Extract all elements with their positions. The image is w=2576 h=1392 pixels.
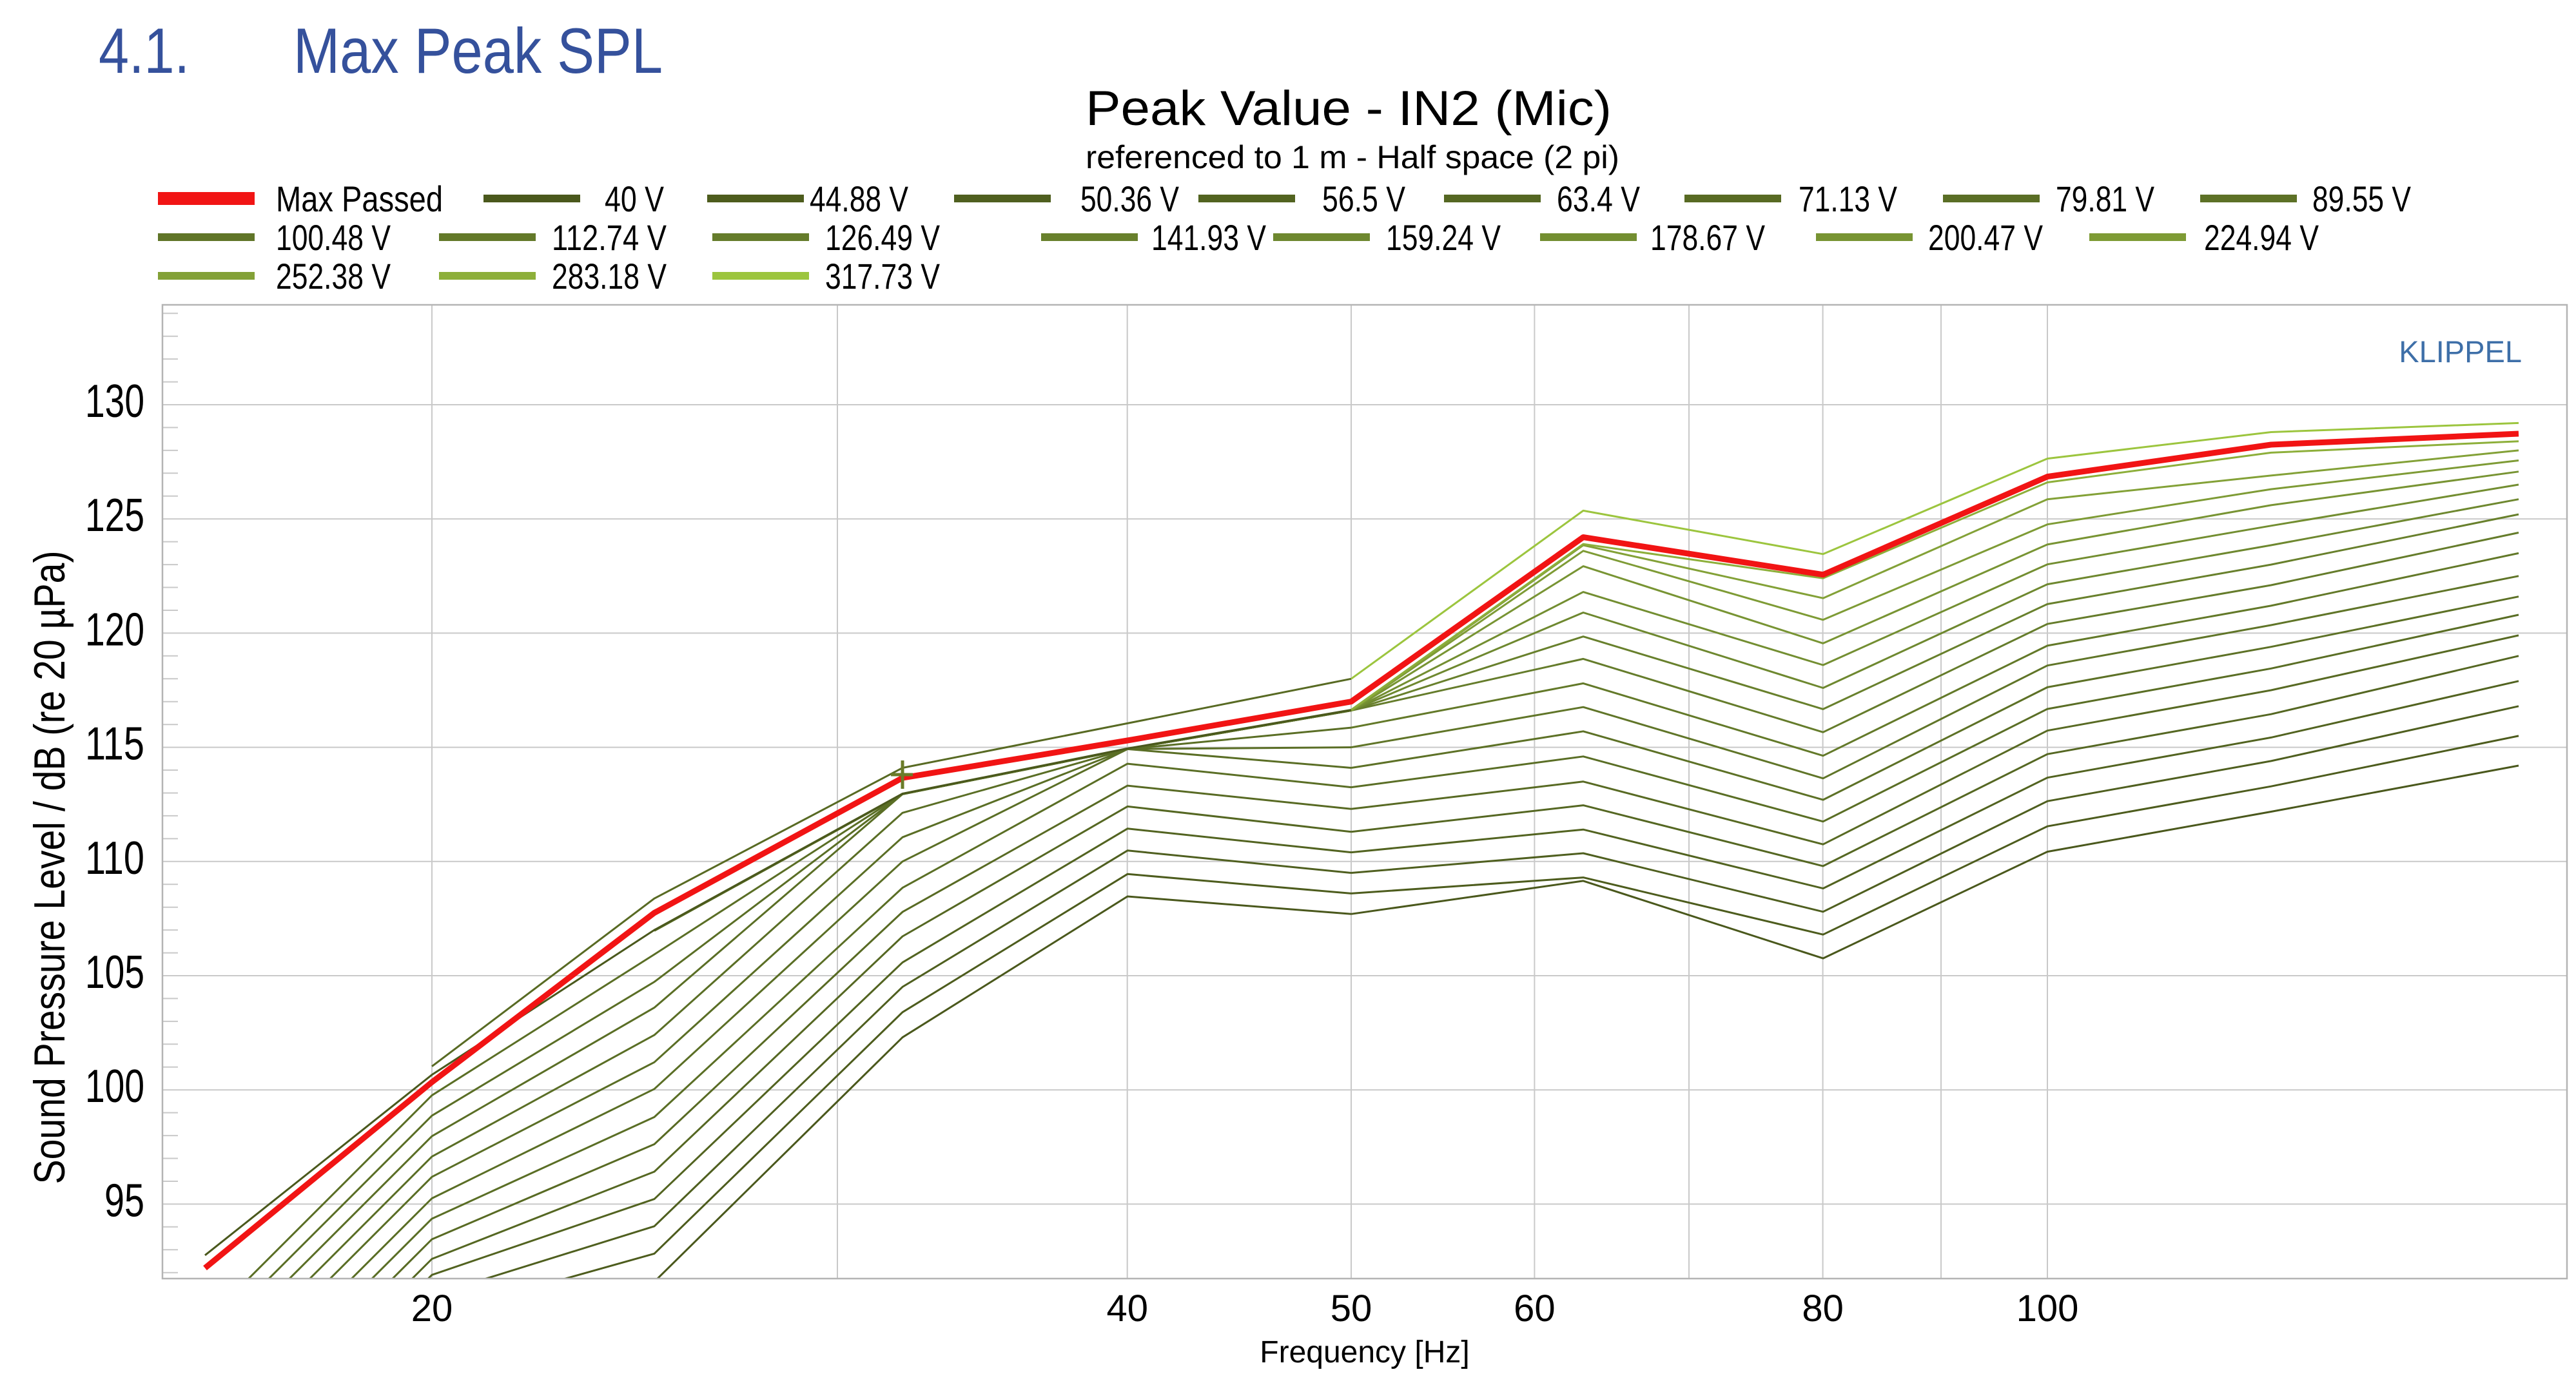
svg-text:50: 50: [1331, 1288, 1372, 1329]
svg-text:224.94 V: 224.94 V: [2204, 217, 2319, 258]
svg-text:Sound Pressure Level / dB (re: Sound Pressure Level / dB (re 20 µPa): [25, 551, 74, 1184]
svg-text:Max Passed: Max Passed: [276, 179, 443, 219]
svg-text:44.88 V: 44.88 V: [810, 179, 909, 219]
svg-text:115: 115: [85, 719, 144, 770]
svg-text:referenced to 1 m - Half space: referenced to 1 m - Half space (2 pi): [1086, 139, 1619, 175]
svg-text:100: 100: [85, 1061, 144, 1112]
svg-text:20: 20: [411, 1288, 453, 1329]
svg-text:Peak Value - IN2 (Mic): Peak Value - IN2 (Mic): [1086, 81, 1612, 136]
svg-text:130: 130: [85, 376, 144, 427]
svg-text:105: 105: [85, 947, 144, 998]
svg-text:141.93 V: 141.93 V: [1151, 217, 1267, 258]
svg-text:Max Peak SPL: Max Peak SPL: [293, 15, 663, 86]
svg-text:56.5 V: 56.5 V: [1322, 179, 1406, 219]
svg-text:110: 110: [85, 833, 144, 884]
svg-text:Frequency [Hz]: Frequency [Hz]: [1260, 1335, 1469, 1369]
svg-text:200.47 V: 200.47 V: [1928, 217, 2044, 258]
svg-text:126.49 V: 126.49 V: [825, 217, 941, 258]
svg-text:95: 95: [104, 1175, 144, 1226]
svg-text:40 V: 40 V: [605, 179, 665, 219]
svg-text:63.4 V: 63.4 V: [1557, 179, 1641, 219]
svg-text:60: 60: [1514, 1288, 1556, 1329]
svg-text:40: 40: [1106, 1288, 1148, 1329]
svg-text:100: 100: [2016, 1288, 2079, 1329]
svg-text:100.48 V: 100.48 V: [276, 217, 391, 258]
svg-text:120: 120: [85, 604, 144, 655]
svg-text:125: 125: [85, 490, 144, 541]
svg-text:80: 80: [1802, 1288, 1844, 1329]
svg-text:178.67 V: 178.67 V: [1650, 217, 1766, 258]
svg-text:112.74 V: 112.74 V: [552, 217, 667, 258]
svg-text:71.13 V: 71.13 V: [1799, 179, 1898, 219]
svg-text:50.36 V: 50.36 V: [1080, 179, 1180, 219]
svg-text:252.38 V: 252.38 V: [276, 256, 391, 296]
svg-text:79.81 V: 79.81 V: [2056, 179, 2155, 219]
svg-text:4.1.: 4.1.: [99, 15, 190, 86]
svg-text:89.55 V: 89.55 V: [2312, 179, 2412, 219]
svg-text:KLIPPEL: KLIPPEL: [2399, 334, 2522, 369]
svg-text:317.73 V: 317.73 V: [825, 256, 941, 296]
svg-text:283.18 V: 283.18 V: [552, 256, 667, 296]
svg-text:159.24 V: 159.24 V: [1386, 217, 1501, 258]
